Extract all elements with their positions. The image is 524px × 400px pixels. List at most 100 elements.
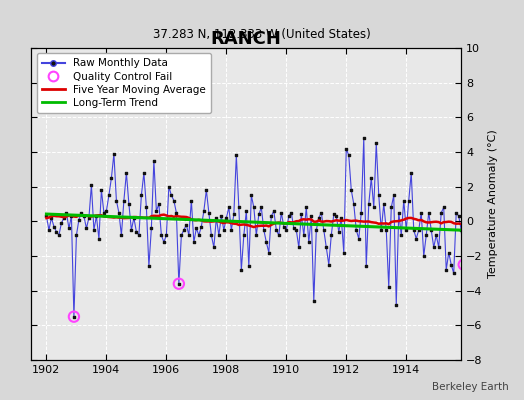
Point (119, 197, 128, 204)
Point (280, 223, 288, 230)
Point (475, 204, 483, 211)
Point (259, 227, 268, 233)
Point (379, 201, 388, 207)
Point (117, 232, 126, 238)
Point (450, 270, 458, 276)
Point (294, 244, 303, 250)
Point (125, 201, 133, 207)
Point (304, 239, 313, 245)
Point (332, 213, 341, 219)
Point (347, 187, 355, 193)
Point (137, 192, 146, 198)
Point (340, 249, 348, 256)
Point (330, 211, 338, 218)
Point (337, 215, 345, 221)
Point (470, 197, 478, 204)
Point (467, 204, 475, 211)
Point (320, 227, 328, 233)
Point (357, 210, 365, 216)
Point (290, 225, 298, 232)
Point (462, 166, 471, 172)
Point (249, 204, 258, 211)
Y-axis label: Temperature Anomaly (°C): Temperature Anomaly (°C) (488, 130, 498, 278)
Point (47, 215, 56, 221)
Point (314, 215, 323, 221)
Point (217, 213, 225, 219)
Point (75, 216, 83, 223)
Point (252, 232, 260, 238)
Point (485, 267, 493, 273)
Point (277, 210, 286, 216)
Point (97, 187, 106, 193)
Point (515, 192, 523, 198)
Point (402, 227, 410, 233)
Point (324, 262, 333, 268)
Point (389, 192, 398, 198)
Point (80, 213, 88, 219)
Point (155, 201, 163, 207)
Point (327, 232, 335, 238)
Point (452, 210, 461, 216)
Point (115, 210, 123, 216)
Point (132, 228, 140, 235)
Point (245, 263, 253, 270)
Point (460, 262, 468, 268)
Point (265, 249, 273, 256)
Legend: Raw Monthly Data, Quality Control Fail, Five Year Moving Average, Long-Term Tren: Raw Monthly Data, Quality Control Fail, … (37, 53, 211, 113)
Point (499, 197, 508, 204)
Point (177, 232, 185, 238)
Point (60, 215, 68, 221)
Point (100, 210, 108, 216)
Point (400, 197, 408, 204)
Point (454, 213, 463, 219)
Point (122, 170, 130, 176)
Point (375, 192, 383, 198)
Point (145, 263, 153, 270)
Point (414, 227, 423, 233)
Point (362, 263, 370, 270)
Point (460, 262, 468, 268)
Point (387, 204, 396, 211)
Point (140, 170, 148, 176)
Point (464, 192, 473, 198)
Point (352, 227, 361, 233)
Point (67, 213, 75, 219)
Point (427, 227, 435, 233)
Point (257, 204, 266, 211)
Point (220, 227, 228, 233)
Point (52, 228, 61, 235)
Point (107, 175, 116, 181)
Point (77, 210, 85, 216)
Point (505, 204, 513, 211)
Point (197, 223, 205, 230)
Point (420, 253, 428, 259)
Point (205, 210, 213, 216)
Point (412, 236, 420, 242)
Point (495, 232, 503, 238)
Point (317, 210, 325, 216)
Point (172, 210, 181, 216)
Point (92, 213, 101, 219)
Point (489, 274, 498, 280)
Point (182, 222, 191, 228)
Point (444, 249, 453, 256)
Point (292, 227, 300, 233)
Point (174, 280, 183, 287)
Title: RANCH: RANCH (211, 30, 282, 48)
Point (105, 192, 113, 198)
Point (142, 204, 150, 211)
Point (45, 227, 53, 233)
Point (312, 227, 321, 233)
Point (430, 244, 438, 250)
Point (222, 215, 231, 221)
Point (192, 225, 201, 232)
Point (54, 232, 63, 238)
Point (72, 232, 81, 238)
Point (267, 213, 276, 219)
Point (417, 210, 425, 216)
Point (297, 211, 305, 218)
Text: 37.283 N, 112.333 W (United States): 37.283 N, 112.333 W (United States) (153, 28, 371, 41)
Point (70, 314, 78, 320)
Point (239, 232, 248, 238)
Point (200, 208, 208, 214)
